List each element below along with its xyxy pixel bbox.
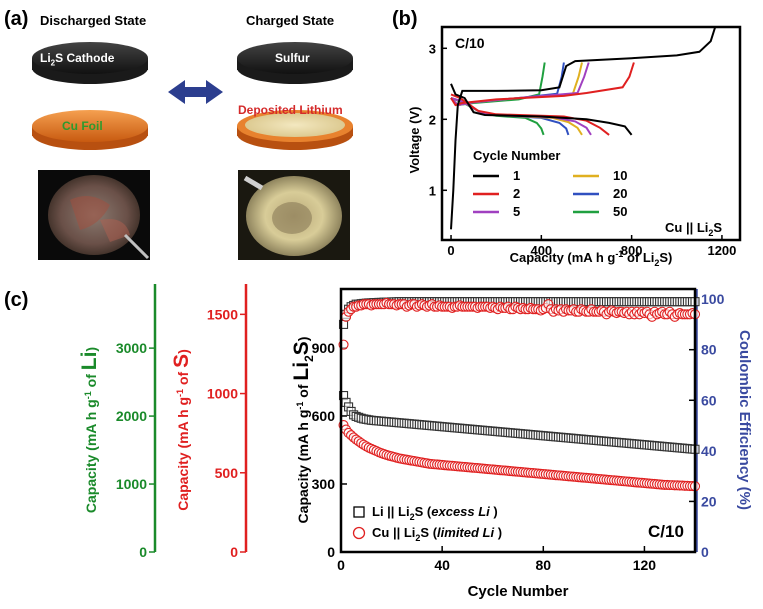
chart-c-y2tick-label: 100 <box>701 291 725 307</box>
chart-c-legend-label: Li || Li2S (excess Li ) <box>372 504 498 522</box>
li-axis-tick-label: 2000 <box>116 408 147 424</box>
charged-state-title: Charged State <box>246 13 335 28</box>
li2s-cathode-label: Li2S Cathode <box>40 51 115 68</box>
li-axis-title: Capacity (mA h g-1 of Li) <box>78 347 101 513</box>
chart-c-condition: C/10 <box>648 522 684 541</box>
chart-b-xtick-label: 400 <box>530 243 552 258</box>
chart-c-y2tick-label: 20 <box>701 493 717 509</box>
cycle-1-charge-curve <box>450 26 717 230</box>
chart-b-legend-title: Cycle Number <box>473 148 560 163</box>
chart-c-y2tick-label: 0 <box>701 544 709 560</box>
deposited-lithium-label: Deposited Lithium <box>238 103 343 117</box>
legend-label-cycle-1: 1 <box>513 168 520 183</box>
chart-c-y2tick-label: 40 <box>701 443 717 459</box>
chart-c-y2tick-label: 60 <box>701 392 717 408</box>
li-axis-tick-label: 3000 <box>116 340 147 356</box>
panel-c-label: (c) <box>4 289 29 311</box>
cycle-2-charge-curve <box>450 62 635 107</box>
chart-b-xtick-label: 800 <box>621 243 643 258</box>
s-axis-tick-label: 1000 <box>207 386 238 402</box>
panel-a-illustration <box>32 42 353 260</box>
legend-label-cycle-5: 5 <box>513 204 520 219</box>
chart-c-ytick-label: 0 <box>327 544 335 560</box>
legend-label-cycle-50: 50 <box>613 204 627 219</box>
deposited-lithium-photo <box>238 170 350 260</box>
chart-b-ytick-label: 2 <box>429 112 436 127</box>
s-axis-tick-label: 0 <box>230 544 238 560</box>
legend-label-cycle-10: 10 <box>613 168 627 183</box>
chart-b-frame <box>440 25 742 242</box>
chart-b-ytick-label: 3 <box>429 41 436 56</box>
li-axis-tick-label: 0 <box>139 544 147 560</box>
chart-b-xlabel: Capacity (mA h g-1 of Li2S) <box>510 249 673 268</box>
s-axis-tick-label: 1500 <box>207 306 238 322</box>
chart-c-xtick-label: 0 <box>337 557 345 573</box>
legend-label-cycle-2: 2 <box>513 186 520 201</box>
chart-b-condition: C/10 <box>455 35 485 51</box>
panel-b-label: (b) <box>392 8 418 30</box>
chart-c-xtick-label: 120 <box>633 557 657 573</box>
panel-a-label: (a) <box>4 8 29 30</box>
cu-foil-label: Cu Foil <box>62 119 103 133</box>
voltage-capacity-chart: 0 400 800 1200 1 2 3 C/10 Cycle Number 1 2 5 10 20… <box>407 25 742 268</box>
s-axis-tick-label: 500 <box>215 465 239 481</box>
sulfur-disk <box>237 42 353 84</box>
cu-foil-photo <box>38 170 150 260</box>
li-axis-tick-label: 1000 <box>116 476 147 492</box>
chart-c-xlabel: Cycle Number <box>468 583 569 600</box>
chart-c-y2tick-label: 80 <box>701 342 717 358</box>
chart-c-frame <box>339 287 697 554</box>
li2s-axis-title: Capacity (mA h g-1 of Li2S) <box>290 337 316 524</box>
cu-foil-disk <box>32 110 148 150</box>
chart-c-xtick-label: 40 <box>434 557 450 573</box>
chart-b-xtick-label: 1200 <box>707 243 736 258</box>
chart-b-cell-label: Cu || Li2S <box>665 220 722 238</box>
discharged-state-title: Discharged State <box>40 13 147 28</box>
chart-c-ytick-label: 300 <box>312 476 336 492</box>
cycling-chart: 0 40 80 120 0 300 600 900 0 20 40 60 80 100 Coulombic … <box>78 284 753 600</box>
s-axis-title: Capacity (mA h g-1 of S) <box>170 349 193 511</box>
cycle-2-discharge-curve <box>450 93 610 136</box>
chart-c-legend-label: Cu || Li2S (limited Li ) <box>372 525 502 543</box>
ce-axis-title: Coulombic Efficiency (%) <box>736 330 753 510</box>
chart-c-ytick-label: 900 <box>312 340 336 356</box>
chart-b-ylabel: Voltage (V) <box>407 107 422 174</box>
sulfur-label: Sulfur <box>275 51 310 65</box>
cycle-1-discharge-curve <box>450 83 633 136</box>
double-arrow-icon <box>168 80 223 104</box>
legend-marker-square <box>353 506 365 518</box>
chart-c-xtick-label: 80 <box>535 557 551 573</box>
legend-label-cycle-20: 20 <box>613 186 627 201</box>
legend-marker-circle <box>352 526 366 540</box>
chart-b-ytick-label: 1 <box>429 183 436 198</box>
deposited-lithium-disk <box>237 110 353 150</box>
chart-b-xtick-label: 0 <box>447 243 454 258</box>
chart-c-ytick-label: 600 <box>312 408 336 424</box>
li2s-cathode-disk <box>32 42 148 84</box>
